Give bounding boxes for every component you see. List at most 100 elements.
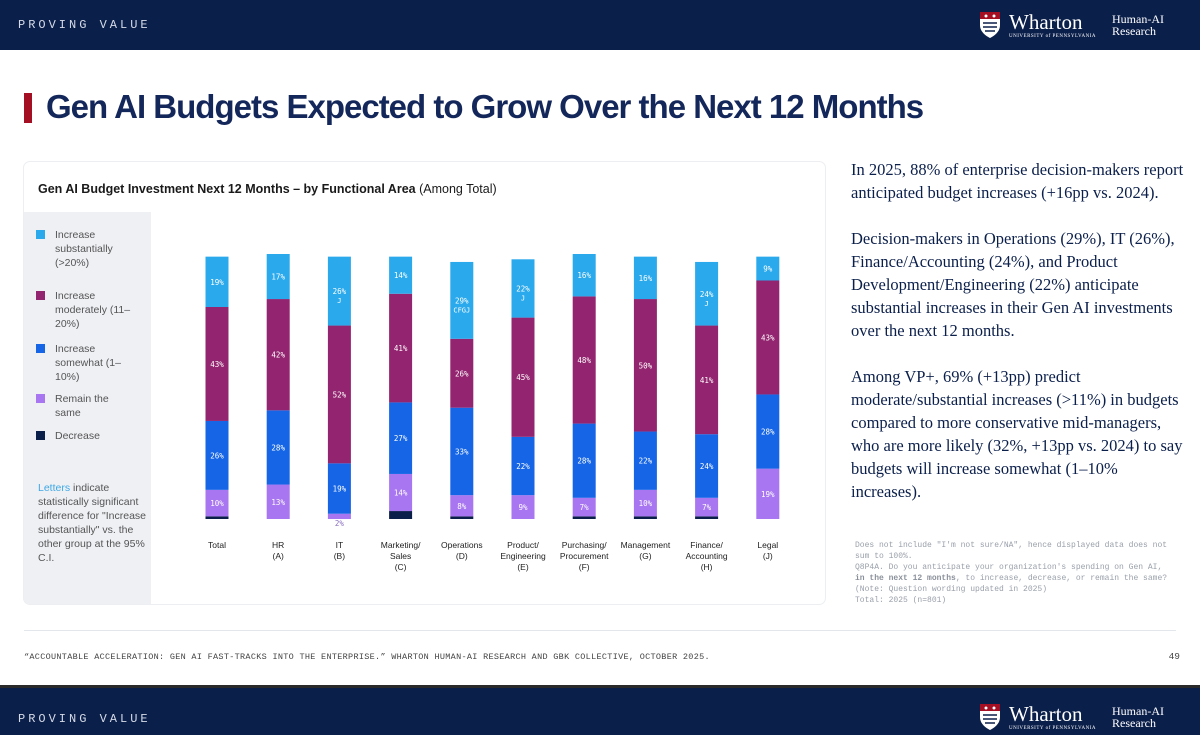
bar-segment: [266, 484, 290, 519]
bar-segment: [327, 463, 351, 514]
bar-segment: [633, 431, 657, 490]
legend-label: Increase substantially (>20%): [55, 229, 113, 269]
footnote-question-pre: Q8P4A. Do you anticipate your organizati…: [855, 563, 1163, 572]
category-label: (F): [579, 562, 590, 572]
data-label: 19%: [333, 485, 347, 494]
bar-segment: [450, 495, 474, 517]
category-label: Management: [621, 540, 671, 550]
bar-segment: [633, 516, 657, 519]
bar-segment: [389, 256, 413, 294]
bar-segment: [695, 434, 719, 498]
footnote-question-post: , to increase, decrease, or remain the s…: [855, 574, 1168, 594]
significance-letter: J: [704, 300, 708, 308]
lab-line-2: Research: [1112, 24, 1156, 38]
significance-letter: J: [337, 297, 341, 305]
data-label: 16%: [639, 274, 653, 283]
data-label: 52%: [333, 390, 347, 399]
bar-segment: [450, 261, 474, 339]
footnote-question: Q8P4A. Do you anticipate your organizati…: [855, 562, 1175, 595]
lab-line-2: Research: [1112, 716, 1156, 730]
category-label: Procurement: [560, 551, 609, 561]
chart-legend: Increase substantially (>20%) Increase m…: [24, 212, 151, 604]
bar-segment: [572, 516, 596, 519]
data-label: 8%: [457, 502, 467, 511]
category-label: Marketing/: [381, 540, 421, 550]
title-accent-bar: [24, 93, 32, 123]
brand-name: Wharton: [1009, 9, 1083, 34]
legend-item-moderately: Increase moderately (11–20%): [36, 289, 145, 331]
legend-swatch: [36, 394, 45, 403]
data-label: 45%: [516, 373, 530, 382]
brand-subtitle: UNIVERSITY of PENNSYLVANIA: [1009, 33, 1096, 39]
data-label: 22%: [516, 284, 530, 293]
data-label: 10%: [639, 499, 653, 508]
bar-segment: [633, 256, 657, 300]
bar-segment: [450, 516, 474, 519]
bar-segment: [266, 299, 290, 411]
penn-shield-icon: [980, 12, 1001, 38]
top-header-bar: PROVING VALUE Wharton UNIVERSITY of PENN…: [0, 0, 1200, 50]
lab-name: Human-AI Research: [1112, 705, 1172, 729]
section-label: PROVING VALUE: [18, 18, 151, 32]
data-label: 41%: [394, 344, 408, 353]
category-label: Accounting: [686, 551, 728, 561]
bar-segment: [205, 256, 229, 307]
footnote-line-1: Does not include "I'm not sure/NA", henc…: [855, 541, 1168, 561]
legend-label: Increase moderately (11–20%): [55, 290, 131, 330]
data-label: 22%: [516, 462, 530, 471]
footer-divider: [24, 630, 1176, 631]
category-label: Purchasing/: [562, 540, 608, 550]
bar-segment: [389, 293, 413, 403]
bar-segment: [695, 261, 719, 326]
note-text: indicate statistically significant diffe…: [38, 482, 147, 564]
stacked-bar-chart: 10% 26% 43% 19% Total 13% 28% 42% 17% HR(A) 2% 19% 5…: [205, 254, 780, 572]
section-label: PROVING VALUE: [18, 712, 151, 726]
chart-card: Gen AI Budget Investment Next 12 Months …: [24, 162, 825, 604]
category-label: Engineering: [500, 551, 546, 561]
data-label: 9%: [763, 265, 773, 274]
bar-segment: [756, 394, 780, 469]
bar-segment: [205, 516, 229, 519]
data-label: 41%: [700, 376, 714, 385]
legend-item-decrease: Decrease: [36, 429, 145, 443]
bar-segment: [389, 511, 413, 519]
legend-swatch: [36, 291, 45, 300]
data-label: 14%: [394, 489, 408, 498]
footnote: Does not include "I'm not sure/NA", henc…: [855, 540, 1175, 606]
bar-segment: [511, 259, 535, 318]
data-label: 24%: [700, 462, 714, 471]
bar-segment: [511, 317, 535, 437]
category-label: (B): [334, 551, 346, 561]
data-label: 2%: [335, 519, 345, 528]
lab-line-1: Human-AI: [1112, 704, 1164, 718]
category-label: (D): [456, 551, 468, 561]
significance-letter: CFGJ: [453, 306, 470, 314]
category-label: (J): [763, 551, 773, 561]
data-label: 19%: [210, 278, 224, 287]
category-label: (H): [701, 562, 713, 572]
bar-segment: [572, 254, 596, 297]
data-label: 27%: [394, 434, 408, 443]
bar-segment: [695, 497, 719, 517]
bar-segment: [327, 513, 351, 519]
bar-segment: [756, 468, 780, 519]
bar-segment: [633, 299, 657, 432]
bar-segment: [572, 296, 596, 424]
wharton-logo: Wharton UNIVERSITY of PENNSYLVANIA Human…: [979, 8, 1172, 42]
data-label: 29%: [455, 296, 469, 305]
brand-subtitle: UNIVERSITY of PENNSYLVANIA: [1009, 725, 1096, 731]
category-label: Operations: [441, 540, 483, 550]
bar-segment: [511, 495, 535, 519]
chart-title-suffix: (Among Total): [415, 182, 497, 196]
bar-segment: [572, 497, 596, 517]
bar-segment: [205, 420, 229, 490]
footnote-question-bold: in the next 12 months: [855, 574, 956, 583]
bottom-footer-bar: PROVING VALUE Wharton UNIVERSITY of PENN…: [0, 685, 1200, 735]
category-label: (G): [639, 551, 651, 561]
bar-segment: [511, 436, 535, 496]
data-label: 28%: [761, 428, 775, 437]
data-label: 14%: [394, 271, 408, 280]
bar-segment: [695, 325, 719, 435]
category-label: (C): [395, 562, 407, 572]
data-label: 50%: [639, 361, 653, 370]
